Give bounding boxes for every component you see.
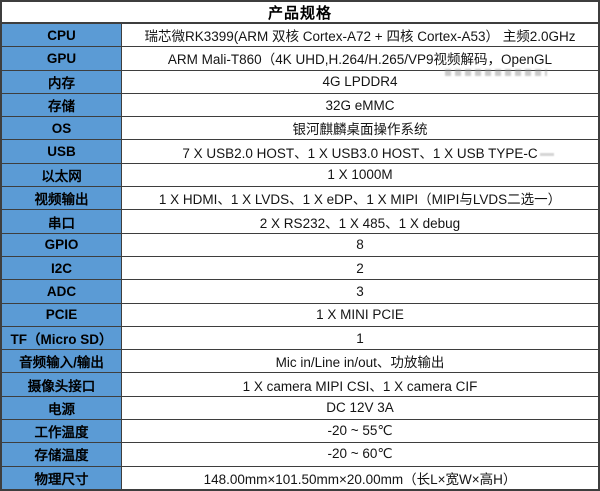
spec-row-value: Mic in/Line in/out、功放输出 (275, 355, 445, 371)
spec-row: 音频输入/输出 Mic in/Line in/out、功放输出 (2, 350, 598, 374)
spec-row: 内存 4G LPDDR4 (2, 70, 598, 94)
spec-row-label: 电源 (2, 396, 122, 420)
spec-row-value: 2 X RS232、1 X 485、1 X debug (259, 215, 461, 231)
spec-row-value: 32G eMMC (325, 97, 395, 113)
spec-row: PCIE 1 X MINI PCIE (2, 303, 598, 327)
spec-row-value: 1 X camera MIPI CSI、1 X camera CIF (242, 378, 478, 394)
spec-row-value: 3 (356, 283, 364, 299)
spec-row: CPU 瑞芯微RK3399(ARM 双核 Cortex-A72 + 四核 Cor… (2, 24, 598, 48)
spec-row-value: ARM Mali-T860（4K UHD,H.264/H.265/VP9视频解码… (167, 52, 553, 68)
spec-row: GPU ARM Mali-T860（4K UHD,H.264/H.265/VP9… (2, 47, 598, 71)
spec-row-value: 7 X USB2.0 HOST、1 X USB3.0 HOST、1 X USB … (182, 145, 538, 161)
spec-row-label: I2C (2, 256, 122, 280)
spec-row-value: 148.00mm×101.50mm×20.00mm（长L×宽W×高H） (203, 471, 517, 487)
spec-row: 串口 2 X RS232、1 X 485、1 X debug (2, 210, 598, 234)
spec-row-label: 存储温度 (2, 443, 122, 466)
spec-row-value: -20 ~ 55℃ (327, 423, 393, 439)
spec-row: 存储 32G eMMC (2, 93, 598, 118)
spec-row: USB 7 X USB2.0 HOST、1 X USB3.0 HOST、1 X … (2, 140, 598, 164)
spec-row: 以太网 1 X 1000M (2, 163, 598, 188)
spec-row-label: 内存 (2, 70, 122, 93)
spec-row: 工作温度 -20 ~ 55℃ (2, 420, 598, 444)
spec-row-label: PCIE (2, 303, 122, 326)
spec-row-value: 1 (356, 330, 364, 346)
spec-row-value: 4G LPDDR4 (322, 74, 398, 90)
spec-row: ADC 3 (2, 280, 598, 304)
spec-row-value: 1 X MINI PCIE (316, 307, 404, 323)
spec-row-label: 摄像头接口 (2, 373, 122, 396)
spec-row: 电源 DC 12V 3A (2, 396, 598, 421)
spec-row-value: 1 X 1000M (327, 167, 393, 183)
spec-row-label: CPU (2, 24, 122, 47)
spec-rows: CPU 瑞芯微RK3399(ARM 双核 Cortex-A72 + 四核 Cor… (2, 24, 598, 489)
spec-row-label: OS (2, 117, 122, 140)
spec-row: GPIO 8 (2, 233, 598, 257)
spec-row-label: 音频输入/输出 (2, 350, 122, 373)
spec-row: 存储温度 -20 ~ 60℃ (2, 443, 598, 467)
spec-row-value: 8 (356, 237, 364, 253)
spec-row-label: ADC (2, 280, 122, 303)
spec-row: I2C 2 (2, 256, 598, 281)
table-title: 产品规格 (267, 4, 332, 22)
spec-row-label: 工作温度 (2, 420, 122, 443)
spec-row-value: DC 12V 3A (326, 400, 394, 416)
spec-row-label: 物理尺寸 (2, 466, 122, 489)
spec-row-label: 以太网 (2, 163, 122, 187)
spec-row-label: TF（Micro SD） (2, 326, 122, 350)
spec-row-label: 视频输出 (2, 187, 122, 210)
spec-row-label: 串口 (2, 210, 122, 233)
spec-row-value: 瑞芯微RK3399(ARM 双核 Cortex-A72 + 四核 Cortex-… (144, 29, 576, 45)
table-title-row: 产品规格 (2, 2, 598, 24)
spec-row: 视频输出 1 X HDMI、1 X LVDS、1 X eDP、1 X MIPI（… (2, 187, 598, 211)
spec-row: TF（Micro SD） 1 (2, 326, 598, 351)
spec-row-value: -20 ~ 60℃ (327, 446, 393, 462)
spec-row-value: 银河麒麟桌面操作系统 (292, 122, 428, 138)
spec-row-label: 存储 (2, 93, 122, 117)
spec-row-label: USB (2, 140, 122, 163)
spec-row: OS 银河麒麟桌面操作系统 (2, 117, 598, 141)
spec-row-value: 1 X HDMI、1 X LVDS、1 X eDP、1 X MIPI（MIPI与… (158, 192, 562, 208)
spec-row-value: 2 (356, 260, 364, 276)
spec-row: 摄像头接口 1 X camera MIPI CSI、1 X camera CIF (2, 373, 598, 397)
spec-row-label: GPU (2, 47, 122, 70)
spec-row-label: GPIO (2, 233, 122, 256)
spec-row: 物理尺寸 148.00mm×101.50mm×20.00mm（长L×宽W×高H） (2, 466, 598, 489)
